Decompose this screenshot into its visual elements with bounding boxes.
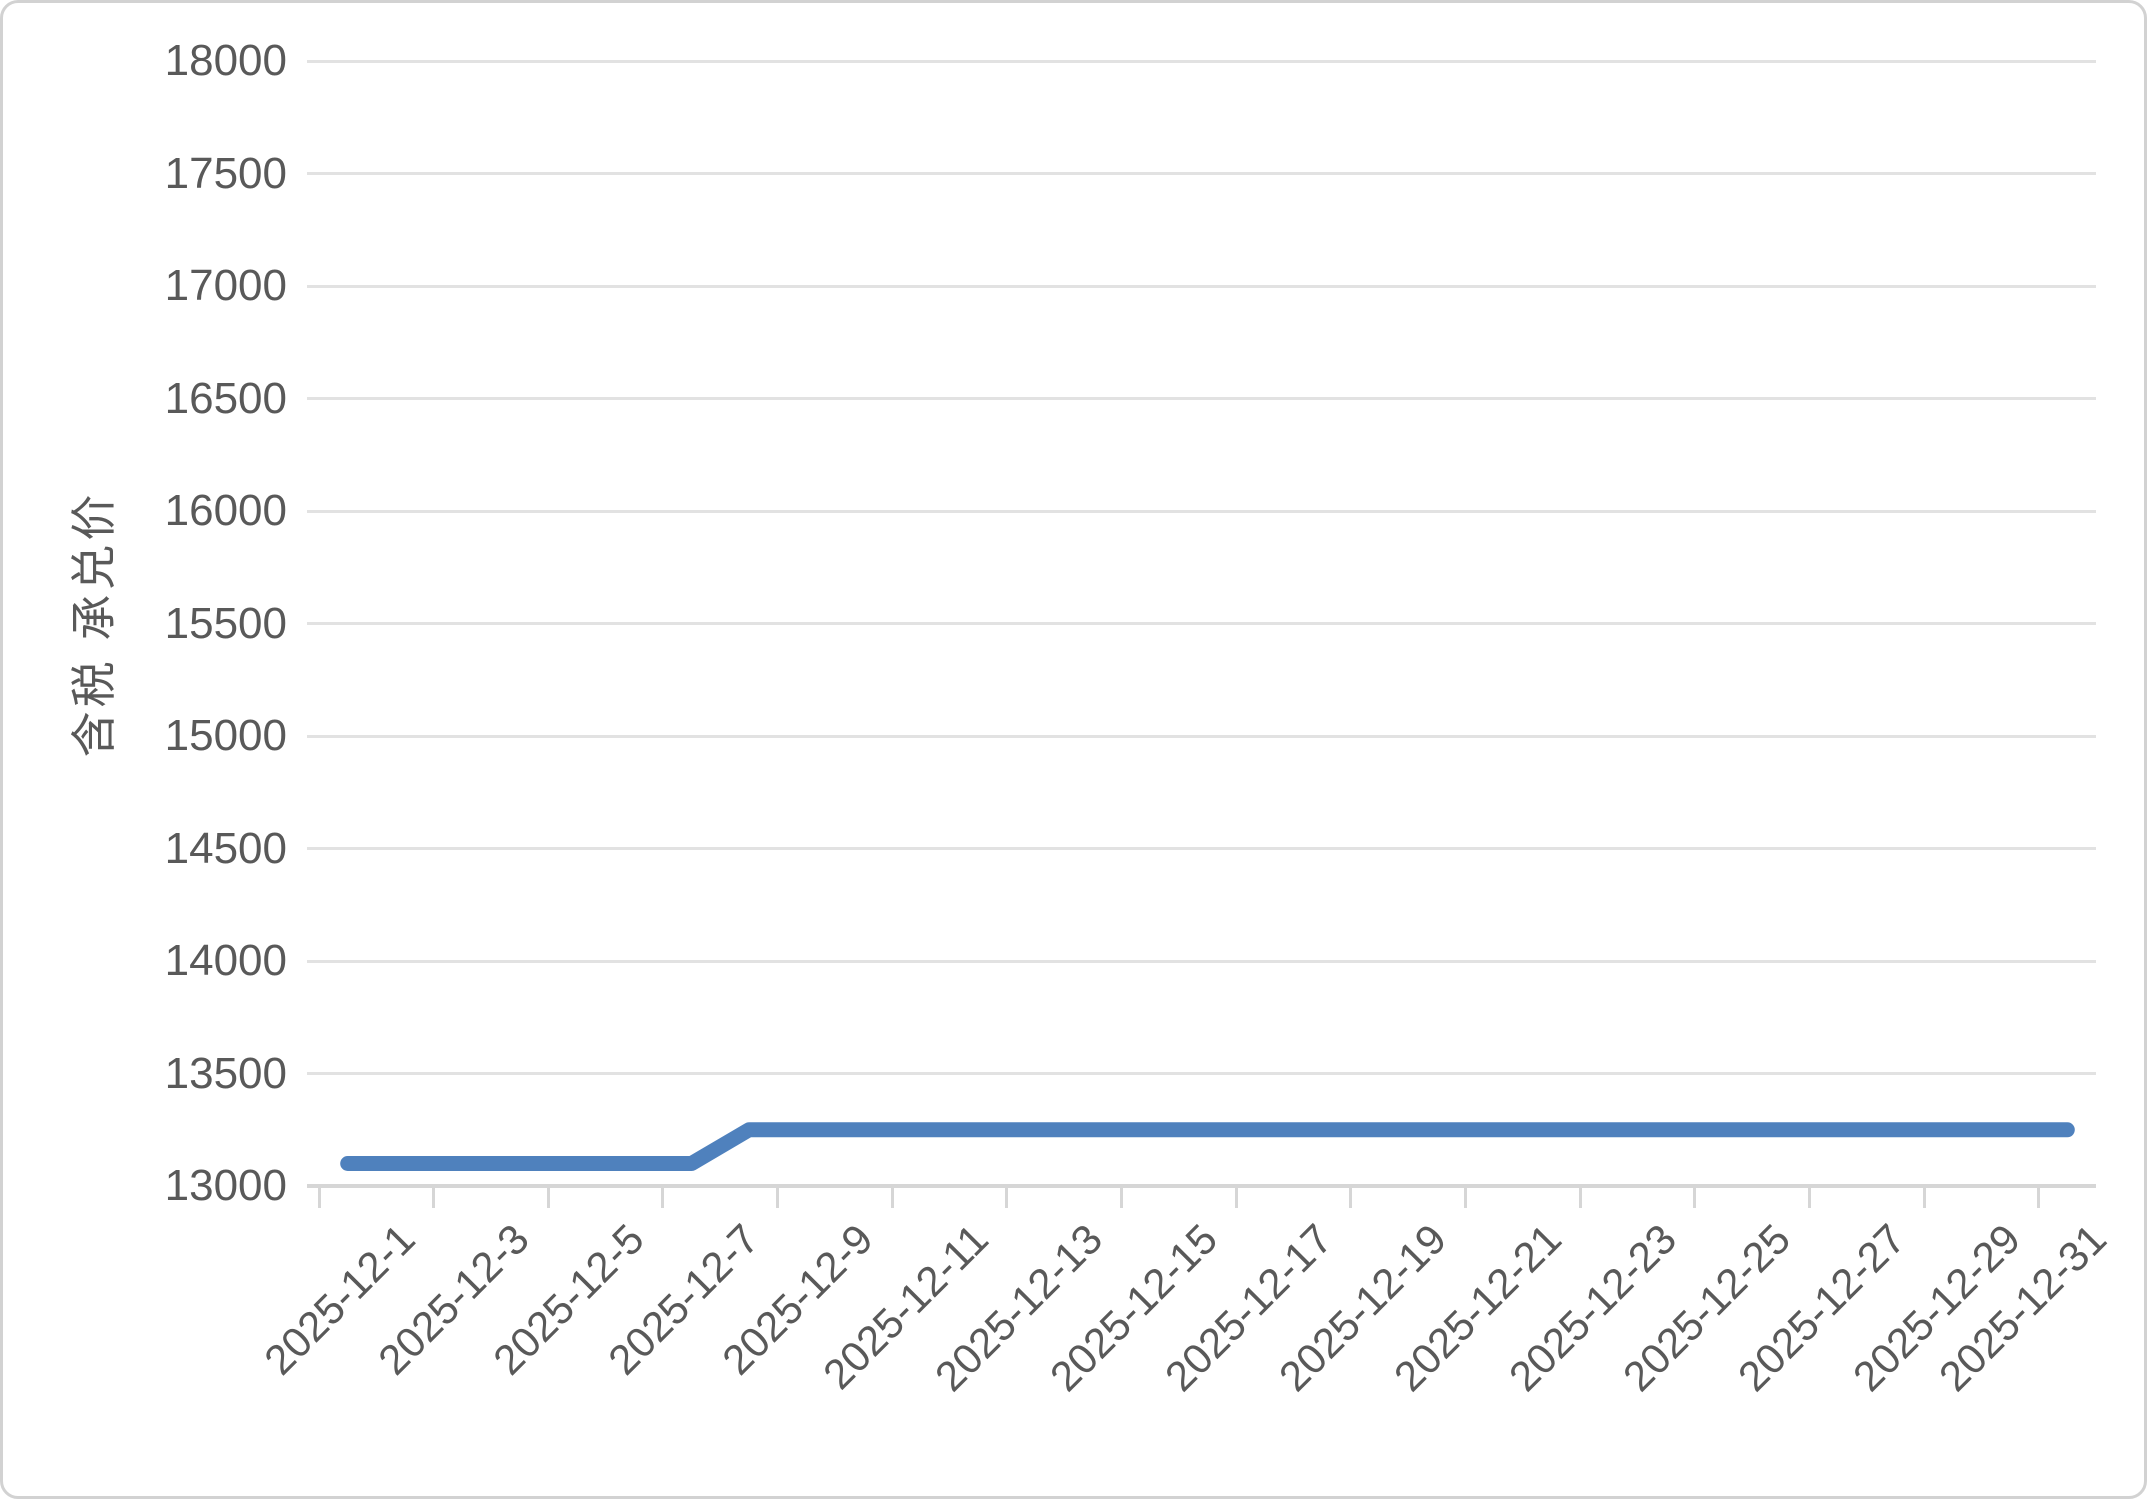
gridline — [307, 172, 2096, 175]
x-axis-tick — [1234, 1186, 1238, 1208]
x-axis-tick — [1120, 1186, 1124, 1208]
x-axis-tick — [1349, 1186, 1353, 1208]
y-tick-label: 17500 — [164, 148, 287, 198]
x-axis-line — [307, 1184, 2096, 1188]
gridline — [307, 59, 2096, 63]
y-tick-label: 13500 — [164, 1048, 287, 1098]
y-tick-label: 14500 — [164, 823, 287, 873]
gridline — [307, 734, 2096, 738]
y-tick-label: 15000 — [164, 711, 287, 760]
x-axis-tick — [1807, 1186, 1811, 1208]
x-axis-tick — [432, 1186, 436, 1208]
gridline — [307, 847, 2096, 850]
gridline — [307, 1072, 2096, 1075]
y-tick-label: 16000 — [164, 486, 287, 535]
gridline — [307, 284, 2096, 288]
x-axis-tick — [1922, 1186, 1926, 1208]
gridline — [307, 622, 2096, 625]
x-axis-tick — [1463, 1186, 1467, 1208]
y-tick-label: 16500 — [164, 373, 287, 423]
y-tick-label: 17000 — [164, 261, 287, 310]
gridline — [307, 509, 2096, 513]
y-tick-label: 14000 — [164, 936, 287, 985]
x-axis-tick — [661, 1186, 665, 1208]
series-line — [340, 1122, 2075, 1171]
y-tick-label: 15500 — [164, 598, 287, 648]
x-axis-tick — [776, 1186, 780, 1208]
x-axis-tick — [890, 1186, 894, 1208]
x-axis-tick — [2037, 1186, 2041, 1208]
gridline — [307, 397, 2096, 400]
x-axis-tick — [546, 1186, 550, 1208]
x-axis-tick — [317, 1186, 321, 1208]
y-tick-label: 18000 — [164, 36, 287, 85]
x-axis-tick — [1693, 1186, 1697, 1208]
plot-area — [340, 1122, 2075, 1171]
x-axis-tick — [1005, 1186, 1009, 1208]
x-axis-tick — [1578, 1186, 1582, 1208]
y-tick-label: 13000 — [164, 1161, 287, 1210]
gridline — [307, 959, 2096, 963]
